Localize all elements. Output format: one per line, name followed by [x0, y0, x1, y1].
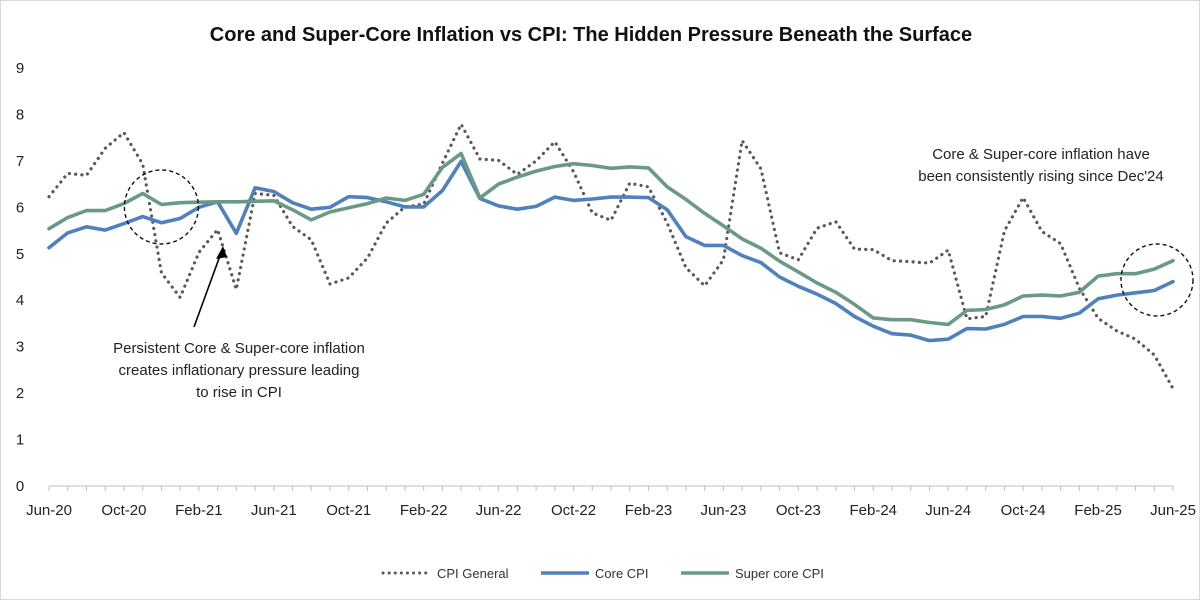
x-tick-label: Jun-25	[1150, 502, 1196, 519]
y-tick-label: 3	[16, 339, 24, 356]
legend-label: Core CPI	[595, 566, 648, 581]
y-tick-label: 7	[16, 153, 24, 170]
legend-label: CPI General	[437, 566, 509, 581]
annotation-right-line-2: been consistently rising since Dec'24	[918, 168, 1164, 185]
legend-label: Super core CPI	[735, 566, 824, 581]
x-tick-label: Feb-23	[625, 502, 673, 519]
annotation-left-line-3: to rise in CPI	[196, 384, 282, 401]
chart-title: Core and Super-Core Inflation vs CPI: Th…	[210, 24, 972, 46]
x-tick-label: Jun-20	[26, 502, 72, 519]
highlight-circle-right	[1120, 243, 1194, 317]
y-tick-label: 9	[16, 60, 24, 77]
x-tick-label: Jun-21	[251, 502, 297, 519]
y-tick-label: 4	[16, 292, 24, 309]
y-tick-label: 2	[16, 385, 24, 402]
x-tick-label: Feb-24	[850, 502, 898, 519]
annotation-arrow-head	[216, 246, 227, 259]
y-tick-label: 1	[16, 432, 24, 449]
y-axis-tick-labels: 0 1 2 3 4 5 6 7 8 9	[16, 60, 24, 495]
x-tick-label: Oct-22	[551, 502, 596, 519]
x-tick-label: Jun-24	[925, 502, 971, 519]
series-line-core-cpi	[47, 159, 1175, 343]
annotation-left-line-2: creates inflationary pressure leading	[119, 362, 360, 379]
y-tick-label: 6	[16, 199, 24, 216]
series-layer	[47, 122, 1175, 391]
x-tick-label: Jun-23	[700, 502, 746, 519]
x-tick-label: Oct-20	[101, 502, 146, 519]
x-tick-label: Jun-22	[476, 502, 522, 519]
chart-legend: CPI General Core CPI Super core CPI	[381, 566, 824, 581]
x-tick-label: Oct-24	[1001, 502, 1046, 519]
x-tick-label: Feb-21	[175, 502, 223, 519]
annotation-right-line-1: Core & Super-core inflation have	[932, 146, 1150, 163]
x-tick-label: Oct-23	[776, 502, 821, 519]
x-tick-label: Feb-25	[1074, 502, 1122, 519]
y-tick-label: 0	[16, 478, 24, 495]
annotation-left-line-1: Persistent Core & Super-core inflation	[113, 340, 365, 357]
series-line-super-core-cpi	[47, 151, 1175, 327]
highlight-circle-left	[123, 169, 200, 245]
annotation-layer: Core & Super-core inflation have been co…	[113, 146, 1194, 401]
annotation-arrow-shaft	[193, 252, 222, 328]
x-tick-label: Feb-22	[400, 502, 448, 519]
x-axis: Jun-20 Oct-20 Feb-21 Jun-21 Oct-21 Feb-22 Jun-…	[26, 485, 1196, 519]
y-tick-label: 8	[16, 106, 24, 123]
x-tick-label: Oct-21	[326, 502, 371, 519]
y-tick-label: 5	[16, 246, 24, 263]
